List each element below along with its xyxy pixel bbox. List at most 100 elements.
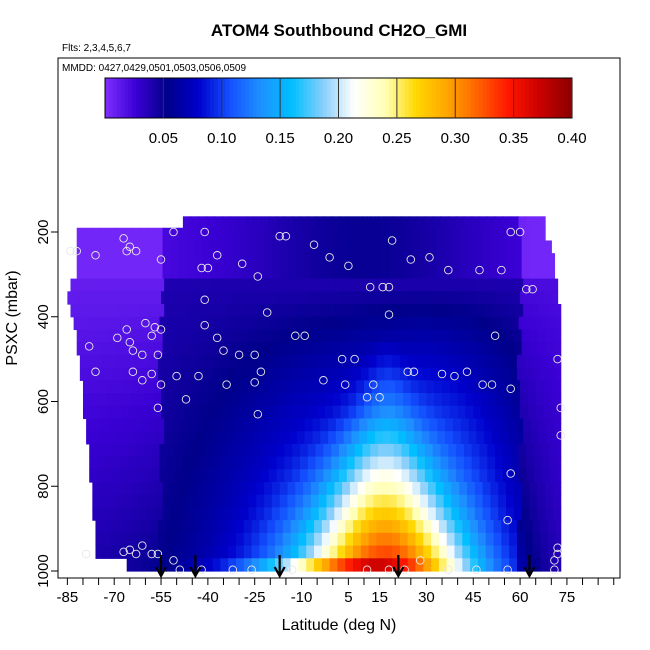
- flight-point: [138, 541, 147, 550]
- heatmap-cell: [295, 494, 304, 509]
- heatmap-cell: [196, 532, 206, 547]
- heatmap-cell: [490, 227, 499, 242]
- heatmap-cell: [257, 304, 267, 318]
- heatmap-cell: [189, 532, 198, 547]
- heatmap-cell: [381, 227, 390, 242]
- heatmap-cell: [499, 304, 509, 318]
- heatmap-cell: [98, 291, 107, 305]
- heatmap-cell: [460, 431, 470, 445]
- heatmap-cell: [204, 558, 214, 572]
- heatmap-cell: [170, 342, 179, 356]
- heatmap-cell: [437, 278, 446, 292]
- heatmap-cell: [349, 507, 359, 521]
- heatmap-cell: [516, 545, 526, 559]
- heatmap-cell: [246, 393, 256, 407]
- heatmap-cell: [271, 265, 281, 280]
- heatmap-cell: [337, 520, 346, 534]
- heatmap-cell: [506, 329, 515, 343]
- heatmap-cell: [373, 227, 382, 242]
- heatmap-cell: [429, 304, 438, 318]
- colorbar-segment: [354, 78, 359, 118]
- heatmap-cell: [228, 520, 237, 534]
- heatmap-cell: [529, 342, 538, 356]
- heatmap-cell: [90, 393, 100, 407]
- heatmap-cell: [442, 405, 451, 420]
- heatmap-cell: [362, 469, 371, 483]
- heatmap-cell: [139, 494, 148, 509]
- heatmap-cell: [250, 418, 259, 432]
- heatmap-cell: [310, 265, 320, 280]
- heatmap-cell: [493, 367, 502, 381]
- heatmap-cell: [136, 456, 145, 470]
- heatmap-cell: [182, 456, 192, 470]
- heatmap-cell: [459, 329, 468, 343]
- heatmap-cell: [159, 443, 168, 458]
- heatmap-cell: [353, 520, 362, 534]
- heatmap-cell: [559, 405, 562, 420]
- heatmap-cell: [412, 507, 421, 521]
- heatmap-cell: [403, 291, 412, 305]
- heatmap-cell: [351, 418, 360, 432]
- heatmap-cell: [331, 469, 340, 483]
- colorbar-segment: [494, 78, 499, 118]
- heatmap-cell: [420, 507, 429, 521]
- heatmap-cell: [407, 367, 417, 381]
- colorbar-segment: [319, 78, 324, 118]
- heatmap-cell: [282, 558, 292, 572]
- heatmap-cell: [182, 469, 192, 483]
- heatmap-cell: [287, 482, 296, 496]
- heatmap-cell: [501, 354, 510, 369]
- heatmap-cell: [474, 482, 484, 496]
- colorbar-segment: [459, 78, 464, 118]
- heatmap-cell: [495, 216, 504, 229]
- heatmap-cell: [342, 482, 351, 496]
- heatmap-cell: [481, 291, 490, 305]
- heatmap-cell: [529, 240, 538, 254]
- heatmap-cell: [413, 418, 423, 432]
- heatmap-cell: [154, 507, 164, 521]
- heatmap-cell: [482, 265, 492, 280]
- heatmap-cell: [87, 367, 97, 381]
- heatmap-cell: [223, 405, 232, 420]
- heatmap-cell: [523, 304, 532, 318]
- heatmap-cell: [442, 393, 451, 407]
- heatmap-cell: [456, 469, 465, 483]
- heatmap-cell: [446, 545, 456, 559]
- heatmap-cell: [543, 393, 552, 407]
- heatmap-cell: [225, 253, 234, 267]
- heatmap-cell: [279, 240, 289, 254]
- heatmap-cell: [118, 520, 128, 534]
- heatmap-cell: [513, 494, 523, 509]
- heatmap-cell: [182, 216, 192, 229]
- descent-arrow: [155, 555, 167, 579]
- heatmap-cell: [207, 405, 217, 420]
- heatmap-cell: [485, 532, 495, 547]
- heatmap-cell: [420, 265, 429, 280]
- flight-point: [153, 403, 163, 413]
- heatmap-cell: [353, 532, 362, 547]
- heatmap-cell: [186, 227, 195, 242]
- heatmap-cell: [356, 393, 365, 407]
- heatmap-cell: [328, 418, 337, 432]
- heatmap-cell: [168, 393, 178, 407]
- heatmap-cell: [167, 469, 176, 483]
- heatmap-cell: [150, 367, 159, 381]
- colorbar-segment: [560, 78, 565, 118]
- heatmap-cell: [420, 494, 429, 509]
- heatmap-cell: [541, 469, 551, 483]
- heatmap-cell: [192, 393, 201, 407]
- heatmap-cell: [426, 405, 435, 420]
- colorbar-segment: [202, 78, 207, 118]
- heatmap-cell: [299, 316, 309, 331]
- heatmap-cell: [396, 253, 406, 267]
- heatmap-cell: [107, 265, 117, 280]
- heatmap-cell: [339, 316, 348, 331]
- heatmap-cell: [348, 405, 357, 420]
- heatmap-cell: [545, 342, 554, 356]
- heatmap-cell: [173, 367, 182, 381]
- heatmap-cell: [115, 342, 125, 356]
- heatmap-cell: [374, 304, 384, 318]
- heatmap-cell: [290, 545, 300, 559]
- colorbar-segment: [564, 78, 569, 118]
- colorbar-segment: [369, 78, 375, 118]
